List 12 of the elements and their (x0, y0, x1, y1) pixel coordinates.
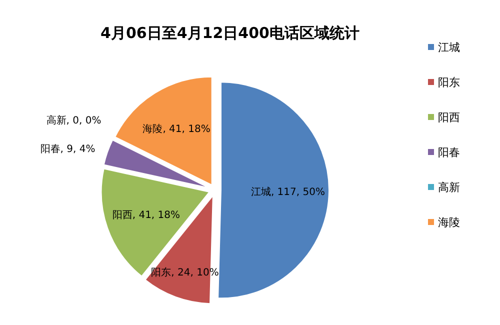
legend-label: 阳东 (438, 76, 460, 89)
legend-label: 阳西 (438, 111, 460, 124)
category-label: 海陵, 41, 18% (142, 124, 210, 135)
legend-label: 海陵 (438, 216, 460, 229)
category-label: 阳西, 41, 18% (112, 210, 180, 222)
legend-label: 阳春 (438, 146, 460, 159)
legend-label: 高新 (438, 181, 460, 194)
chart-title: 4月06日至4月12日400电话区域统计 (100, 24, 360, 42)
legend-label: 江城 (438, 41, 460, 54)
category-label: 高新, 0, 0% (46, 116, 102, 127)
category-label: 阳春, 9, 4% (40, 144, 96, 155)
category-label: 江城, 117, 50% (250, 186, 325, 198)
